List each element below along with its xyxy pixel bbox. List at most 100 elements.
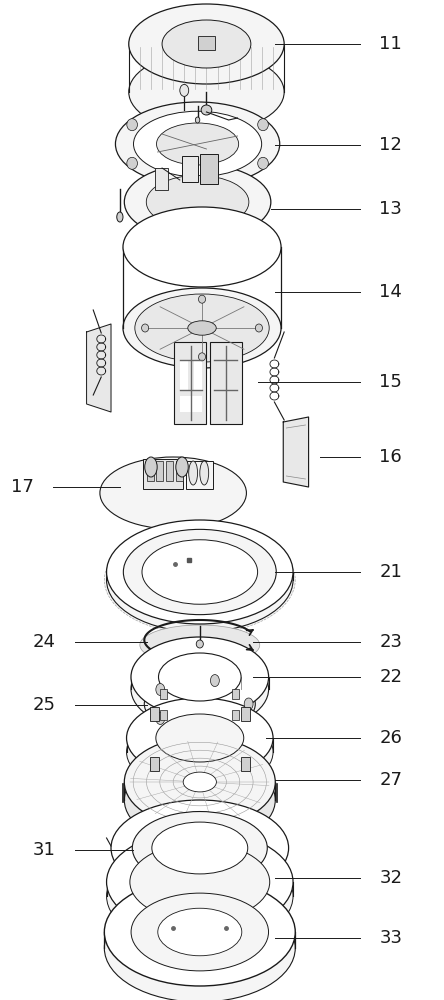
Text: 33: 33 (379, 929, 402, 947)
Bar (166, 461, 173, 481)
Ellipse shape (124, 164, 271, 240)
Text: 32: 32 (379, 869, 402, 887)
Text: 12: 12 (379, 136, 402, 154)
Text: 22: 22 (379, 668, 402, 686)
Ellipse shape (176, 457, 188, 477)
Bar (143, 459, 183, 489)
Ellipse shape (115, 102, 280, 186)
Ellipse shape (123, 288, 281, 368)
Ellipse shape (127, 119, 138, 131)
Bar (156, 461, 163, 481)
Ellipse shape (162, 20, 251, 68)
Bar (160, 710, 167, 720)
Ellipse shape (100, 457, 246, 529)
Ellipse shape (156, 684, 165, 696)
Bar (186, 461, 213, 489)
Ellipse shape (124, 755, 275, 845)
Bar (150, 707, 159, 721)
Ellipse shape (180, 84, 189, 96)
Bar (147, 461, 154, 481)
Ellipse shape (127, 157, 138, 169)
Ellipse shape (117, 212, 123, 222)
Ellipse shape (144, 676, 255, 732)
Ellipse shape (147, 175, 249, 229)
Text: 25: 25 (33, 696, 56, 714)
Ellipse shape (210, 721, 219, 733)
Bar (232, 688, 239, 698)
Bar (180, 360, 188, 390)
Text: 14: 14 (379, 283, 402, 301)
Text: 21: 21 (379, 563, 402, 581)
Ellipse shape (124, 737, 275, 827)
Ellipse shape (189, 461, 198, 485)
Ellipse shape (159, 653, 241, 701)
Ellipse shape (156, 712, 165, 724)
Ellipse shape (158, 908, 242, 956)
Bar (180, 396, 202, 412)
Ellipse shape (258, 157, 268, 169)
Ellipse shape (198, 353, 206, 361)
Polygon shape (283, 417, 309, 487)
Text: 24: 24 (33, 633, 56, 651)
Ellipse shape (104, 878, 295, 986)
Bar (176, 461, 183, 481)
Ellipse shape (131, 893, 269, 971)
Ellipse shape (107, 528, 293, 632)
Ellipse shape (196, 640, 203, 648)
Ellipse shape (132, 812, 267, 884)
Text: 27: 27 (379, 771, 402, 789)
Ellipse shape (127, 698, 273, 778)
Text: 31: 31 (33, 841, 56, 859)
Bar (232, 710, 239, 720)
Ellipse shape (127, 712, 273, 792)
Ellipse shape (134, 111, 262, 177)
Bar (194, 360, 202, 390)
Text: 15: 15 (379, 373, 402, 391)
Ellipse shape (107, 844, 293, 948)
Bar (182, 156, 198, 182)
Bar (150, 757, 159, 771)
Bar (160, 688, 167, 698)
Bar (241, 757, 250, 771)
Bar (198, 36, 215, 50)
Ellipse shape (210, 675, 219, 687)
Ellipse shape (200, 461, 209, 485)
Ellipse shape (188, 321, 216, 335)
Ellipse shape (129, 4, 284, 84)
Ellipse shape (131, 637, 269, 717)
Ellipse shape (129, 52, 284, 132)
Ellipse shape (159, 665, 241, 713)
Text: 11: 11 (379, 35, 402, 53)
Ellipse shape (244, 698, 253, 710)
Ellipse shape (107, 830, 293, 934)
Ellipse shape (142, 540, 258, 604)
Bar (210, 342, 242, 424)
Ellipse shape (107, 520, 293, 624)
Polygon shape (87, 324, 111, 412)
Ellipse shape (145, 457, 157, 477)
Text: 16: 16 (379, 448, 402, 466)
Ellipse shape (178, 693, 221, 715)
Ellipse shape (157, 123, 239, 165)
Ellipse shape (131, 649, 269, 729)
Ellipse shape (135, 294, 269, 362)
Bar (200, 154, 218, 184)
Ellipse shape (195, 117, 200, 123)
Bar (155, 168, 168, 190)
Ellipse shape (183, 772, 216, 792)
Ellipse shape (142, 324, 149, 332)
Ellipse shape (140, 625, 260, 665)
Text: 23: 23 (379, 633, 402, 651)
Ellipse shape (123, 529, 276, 615)
Ellipse shape (152, 822, 248, 874)
Ellipse shape (130, 843, 270, 921)
Ellipse shape (258, 119, 268, 131)
Ellipse shape (104, 526, 295, 634)
Bar (241, 707, 250, 721)
Text: 13: 13 (379, 200, 402, 218)
Ellipse shape (255, 324, 262, 332)
Bar (174, 342, 206, 424)
Ellipse shape (123, 207, 281, 287)
Ellipse shape (111, 800, 289, 896)
Text: 26: 26 (379, 729, 402, 747)
